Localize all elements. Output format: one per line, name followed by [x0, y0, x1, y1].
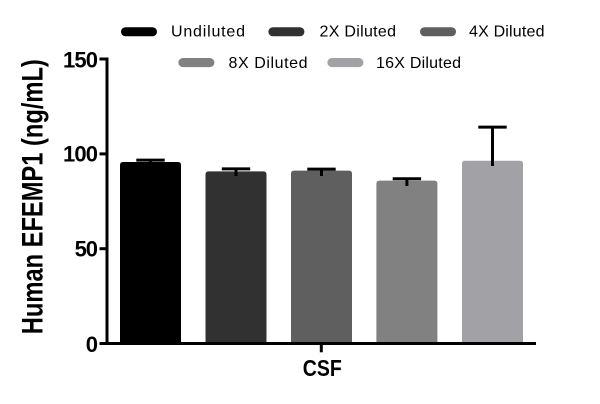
- svg-text:Undiluted: Undiluted: [171, 23, 245, 40]
- svg-text:150: 150: [63, 48, 98, 73]
- svg-text:8X Diluted: 8X Diluted: [229, 55, 308, 72]
- svg-text:2X Diluted: 2X Diluted: [320, 23, 397, 40]
- svg-text:100: 100: [63, 142, 98, 167]
- svg-text:CSF: CSF: [303, 355, 342, 381]
- svg-text:Human EFEMP1 (ng/mL): Human EFEMP1 (ng/mL): [17, 59, 50, 334]
- svg-text:16X Diluted: 16X Diluted: [376, 55, 461, 72]
- svg-text:4X Diluted: 4X Diluted: [469, 23, 545, 40]
- svg-text:0: 0: [86, 332, 98, 357]
- svg-text:50: 50: [75, 236, 98, 261]
